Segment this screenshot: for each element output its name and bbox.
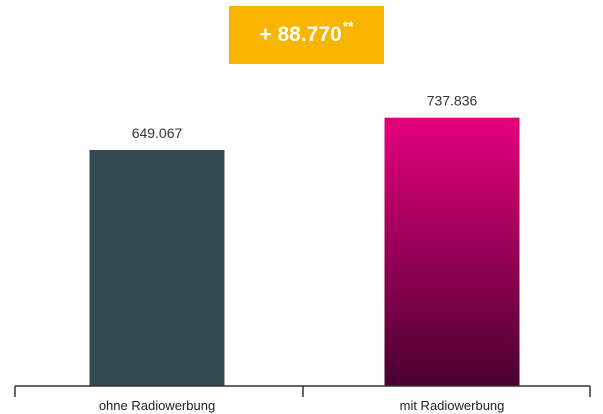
significance-mark: **	[342, 18, 354, 34]
difference-badge: + 88.770 **	[229, 6, 384, 64]
difference-value: + 88.770	[259, 23, 342, 46]
bar-value-label: 737.836	[427, 93, 478, 109]
category-label: ohne Radiowerbung	[99, 398, 215, 413]
category-label: mit Radiowerbung	[400, 398, 505, 413]
bar-ohne-radiowerbung	[89, 149, 225, 386]
bar-mit-radiowerbung	[384, 117, 520, 387]
bar-value-label: 649.067	[132, 125, 183, 141]
